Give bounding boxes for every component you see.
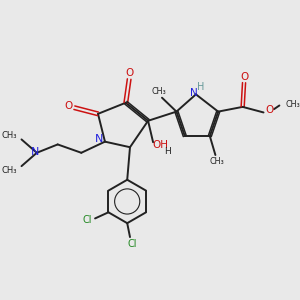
Text: N: N bbox=[190, 88, 198, 98]
Text: O: O bbox=[240, 72, 248, 82]
Text: O: O bbox=[64, 101, 72, 111]
Text: N: N bbox=[94, 134, 103, 144]
Text: H: H bbox=[164, 147, 171, 156]
Text: CH₃: CH₃ bbox=[209, 157, 224, 166]
Text: CH₃: CH₃ bbox=[151, 87, 166, 96]
Text: O: O bbox=[266, 105, 274, 115]
Text: N: N bbox=[31, 147, 40, 157]
Text: H: H bbox=[197, 82, 205, 92]
Text: Cl: Cl bbox=[82, 215, 92, 225]
Text: CH₃: CH₃ bbox=[286, 100, 300, 109]
Text: Cl: Cl bbox=[128, 239, 137, 249]
Text: O: O bbox=[125, 68, 133, 78]
Text: CH₃: CH₃ bbox=[2, 166, 17, 175]
Text: CH₃: CH₃ bbox=[2, 131, 17, 140]
Text: OH: OH bbox=[152, 140, 168, 150]
